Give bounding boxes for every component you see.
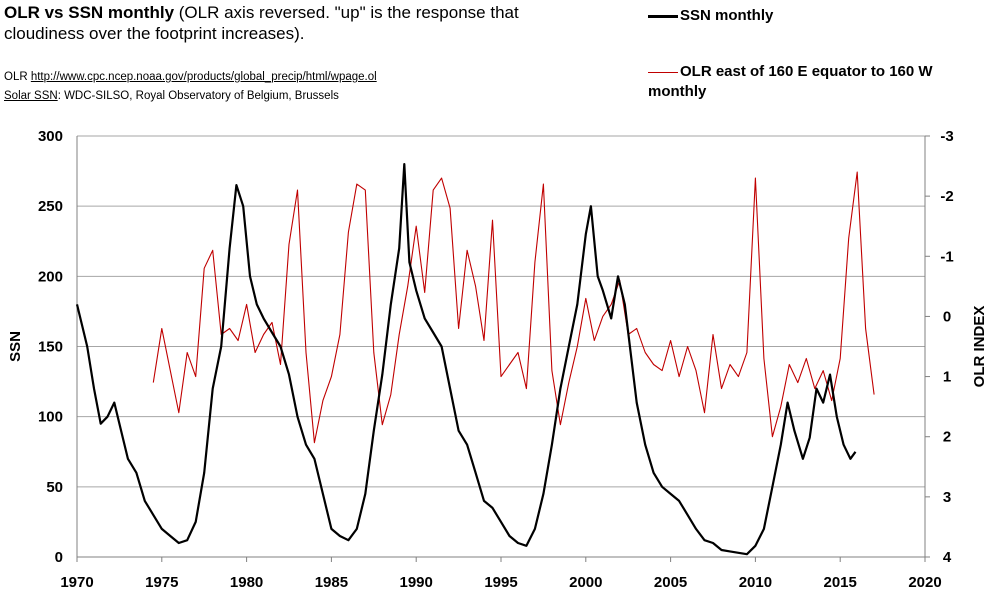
x-tick-label-1980: 1980 [230, 574, 263, 591]
olr-source-prefix: OLR [4, 71, 31, 83]
y-tick-label-300: 300 [38, 128, 63, 145]
y-tick-label-100: 100 [38, 409, 63, 426]
x-tick-label-1975: 1975 [145, 574, 178, 591]
x-tick-label-1995: 1995 [484, 574, 517, 591]
x-tick-label-1990: 1990 [400, 574, 433, 591]
y-tick-label-200: 200 [38, 268, 63, 285]
ssn-source-text: : WDC-SILSO, Royal Observatory of Belgiu… [57, 90, 339, 102]
y2-axis-title: OLR INDEX [971, 306, 988, 388]
legend-label-olr: OLR east of 160 E equator to 160 W month… [648, 63, 933, 100]
legend-swatch-ssn [648, 14, 678, 18]
chart-subtitle: (OLR axis reversed. "up" is the response… [4, 3, 519, 43]
y-tick-label-0: 0 [55, 549, 63, 566]
legend-item-olr: OLR east of 160 E equator to 160 W month… [648, 62, 988, 102]
y2-tick-label-1: 1 [943, 369, 951, 386]
x-tick-label-2010: 2010 [739, 574, 772, 591]
legend-swatch-olr [648, 71, 678, 73]
olr-source-line: OLR http://www.cpc.ncep.noaa.gov/product… [4, 70, 377, 84]
x-tick-label-2000: 2000 [569, 574, 602, 591]
chart-title-block: OLR vs SSN monthly (OLR axis reversed. "… [4, 2, 564, 44]
y-tick-label-250: 250 [38, 198, 63, 215]
y-tick-label-150: 150 [38, 339, 63, 356]
chart-title: OLR vs SSN monthly [4, 3, 175, 22]
ssn-series-line [75, 163, 857, 556]
x-tick-label-1985: 1985 [315, 574, 348, 591]
ssn-source-line: Solar SSN: WDC-SILSO, Royal Observatory … [4, 89, 339, 103]
x-tick-label-2005: 2005 [654, 574, 687, 591]
y2-tick-label--3: -3 [940, 128, 953, 145]
x-tick-label-2020: 2020 [908, 574, 941, 591]
y2-tick-label-4: 4 [943, 549, 952, 566]
y2-tick-label-2: 2 [943, 429, 951, 446]
y-axis-title: SSN [7, 331, 24, 362]
y2-tick-label-0: 0 [943, 308, 951, 325]
ssn-source-prefix: Solar SSN [4, 90, 58, 102]
legend-label-ssn: SSN monthly [680, 7, 774, 24]
x-tick-label-1970: 1970 [60, 574, 93, 591]
x-tick-label-2015: 2015 [824, 574, 857, 591]
legend-item-ssn: SSN monthly [648, 6, 773, 26]
y2-tick-label--2: -2 [940, 188, 953, 205]
y2-tick-label-3: 3 [943, 489, 951, 506]
olr-source-link[interactable]: http://www.cpc.ncep.noaa.gov/products/gl… [30, 71, 377, 83]
y2-tick-label--1: -1 [940, 248, 953, 265]
olr-series-line [152, 171, 875, 444]
y-tick-label-50: 50 [46, 479, 63, 496]
